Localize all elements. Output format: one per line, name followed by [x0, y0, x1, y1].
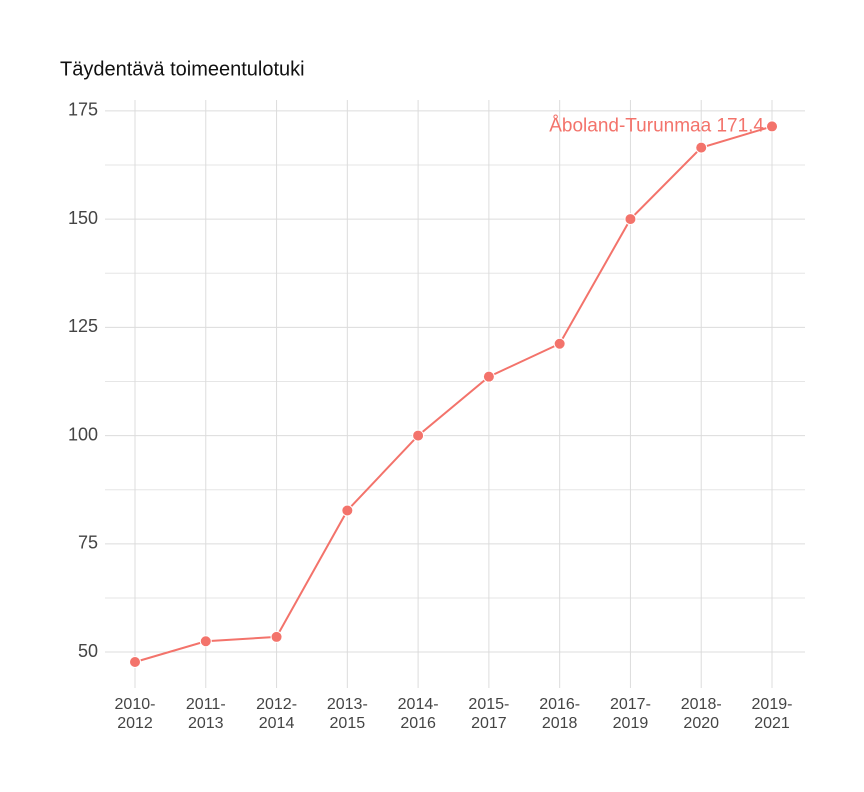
y-tick-label: 100	[68, 424, 98, 444]
x-tick-label: 2019-2021	[752, 696, 793, 732]
point	[553, 337, 566, 350]
point	[482, 370, 495, 383]
x-tick-label: 2011-2013	[186, 696, 226, 732]
point	[624, 213, 637, 226]
point	[129, 656, 141, 669]
point	[695, 141, 708, 154]
x-tick-label: 2018-2020	[681, 696, 722, 732]
y-tick-label: 50	[78, 641, 98, 661]
y-tick-label: 75	[78, 533, 98, 553]
point	[270, 630, 283, 643]
point	[412, 429, 425, 442]
x-tick-label: 2016-2018	[539, 696, 580, 732]
y-tick-label: 175	[68, 100, 98, 120]
x-tick-label: 2017-2019	[610, 696, 651, 732]
x-tick-label: 2015-2017	[468, 696, 509, 732]
x-tick-label: 2012-2014	[256, 696, 297, 732]
point	[199, 635, 212, 648]
end-label: Åboland-Turunmaa 171.4	[549, 115, 764, 136]
x-tick-label: 2013-2015	[327, 696, 368, 732]
x-tick-label: 2014-2016	[398, 696, 439, 732]
line	[134, 125, 773, 663]
x-tick-label: 2010-2012	[115, 696, 156, 732]
y-tick-label: 150	[68, 208, 98, 228]
y-tick-label: 125	[68, 316, 98, 336]
chart-title: Täydentävä toimeentulotuki	[60, 58, 305, 80]
point	[766, 120, 778, 133]
point	[341, 504, 354, 517]
